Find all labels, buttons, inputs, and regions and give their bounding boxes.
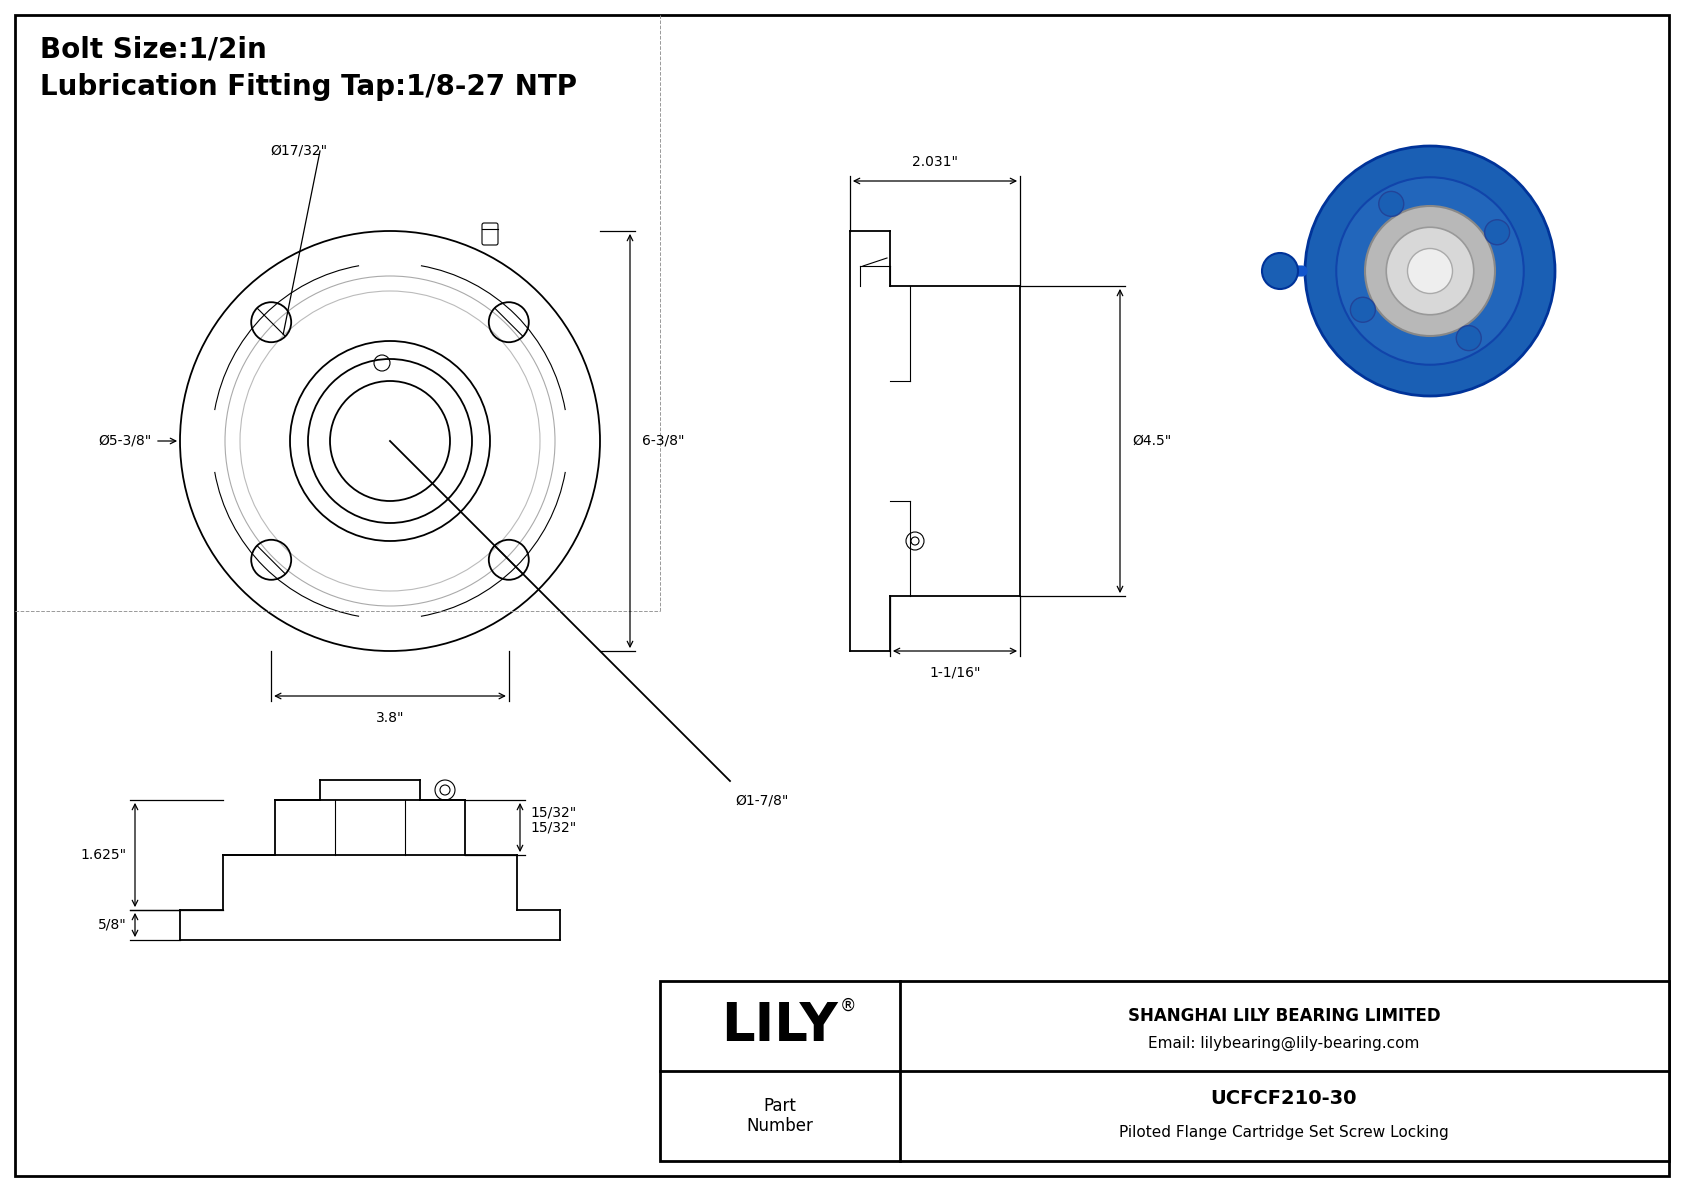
Text: LILY: LILY — [722, 1000, 839, 1052]
Circle shape — [1366, 206, 1495, 336]
Text: Lubrication Fitting Tap:1/8-27 NTP: Lubrication Fitting Tap:1/8-27 NTP — [40, 73, 578, 101]
Text: 2.031": 2.031" — [913, 155, 958, 169]
Circle shape — [1408, 249, 1453, 293]
Text: 1.625": 1.625" — [81, 848, 126, 862]
Text: 15/32": 15/32" — [530, 805, 576, 819]
Circle shape — [1485, 220, 1509, 244]
Circle shape — [1386, 227, 1474, 314]
Circle shape — [1305, 146, 1554, 395]
Circle shape — [1379, 192, 1404, 217]
Circle shape — [1351, 298, 1376, 323]
Text: Ø4.5": Ø4.5" — [1132, 434, 1172, 448]
Text: Bolt Size:1/2in: Bolt Size:1/2in — [40, 36, 266, 64]
Text: 6-3/8": 6-3/8" — [642, 434, 684, 448]
Text: 5/8": 5/8" — [98, 918, 126, 933]
Text: ®: ® — [840, 997, 855, 1015]
Text: UCFCF210-30: UCFCF210-30 — [1211, 1089, 1357, 1108]
Text: 15/32": 15/32" — [530, 821, 576, 835]
Text: Email: lilybearing@lily-bearing.com: Email: lilybearing@lily-bearing.com — [1148, 1035, 1420, 1050]
Text: 1-1/16": 1-1/16" — [930, 666, 980, 680]
Text: 3.8": 3.8" — [376, 711, 404, 725]
Text: Ø5-3/8": Ø5-3/8" — [99, 434, 152, 448]
Text: Ø17/32": Ø17/32" — [269, 144, 327, 158]
Circle shape — [1335, 177, 1524, 364]
Bar — [660, 981, 1669, 1161]
Circle shape — [1457, 325, 1482, 350]
Text: Piloted Flange Cartridge Set Screw Locking: Piloted Flange Cartridge Set Screw Locki… — [1120, 1124, 1448, 1140]
Text: SHANGHAI LILY BEARING LIMITED: SHANGHAI LILY BEARING LIMITED — [1128, 1008, 1440, 1025]
Text: Ø1-7/8": Ø1-7/8" — [734, 794, 788, 807]
Text: Part
Number: Part Number — [746, 1097, 813, 1135]
Circle shape — [1261, 252, 1298, 289]
